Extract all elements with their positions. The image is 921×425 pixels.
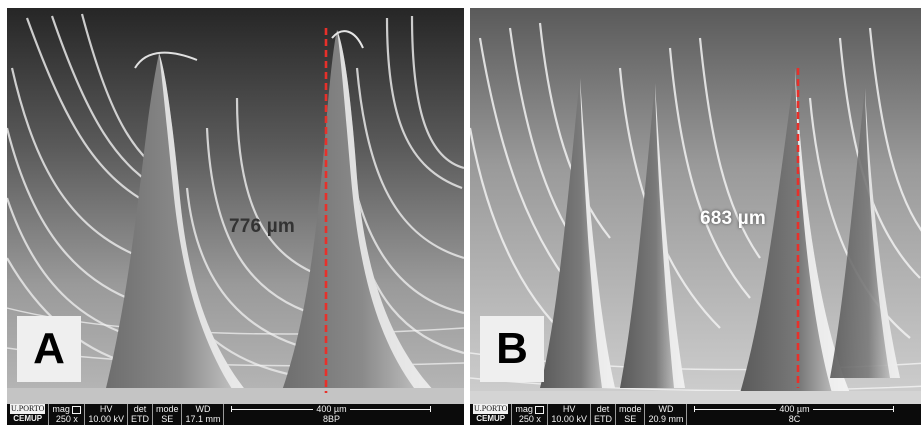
sem-image-b: [470, 8, 921, 404]
scale-bar: 400 µm: [690, 404, 898, 414]
panel-letter-b: B: [480, 316, 544, 382]
height-label-b: 683 µm: [700, 208, 767, 229]
institution-logo: U.PORTO CEMUP: [7, 404, 50, 425]
scale-bar-field: 400 µm 8BP: [224, 404, 439, 425]
institution-logo: U.PORTO CEMUP: [470, 404, 513, 425]
sem-image-a: [7, 8, 464, 404]
panel-letter-a: A: [17, 316, 81, 382]
mag-field: mag 250 x: [48, 404, 86, 425]
det-field: det ETD: [590, 404, 616, 425]
scale-bar-field: 400 µm 8C: [687, 404, 902, 425]
mag-field: mag 250 x: [511, 404, 549, 425]
wd-field: WD 17.1 mm: [181, 404, 225, 425]
square-icon: [72, 405, 82, 414]
scale-bar: 400 µm: [227, 404, 435, 414]
hv-field: HV 10.00 kV: [84, 404, 128, 425]
sem-panel-b: 683 µm B U.PORTO CEMUP mag 250 x HV 10.0…: [470, 8, 921, 425]
mode-field: mode SE: [152, 404, 183, 425]
sample-id: 8C: [788, 414, 801, 424]
sem-databar-a: U.PORTO CEMUP mag 250 x HV 10.00 kV det …: [7, 404, 464, 425]
wd-field: WD 20.9 mm: [644, 404, 688, 425]
mode-field: mode SE: [615, 404, 646, 425]
sample-id: 8BP: [322, 414, 340, 424]
sem-databar-b: U.PORTO CEMUP mag 250 x HV 10.00 kV det …: [470, 404, 921, 425]
hv-field: HV 10.00 kV: [547, 404, 591, 425]
sem-panel-a: 776 µm A U.PORTO CEMUP mag 250 x HV 10.0…: [7, 8, 464, 425]
height-label-a: 776 µm: [229, 216, 296, 237]
square-icon: [535, 405, 545, 414]
det-field: det ETD: [127, 404, 153, 425]
